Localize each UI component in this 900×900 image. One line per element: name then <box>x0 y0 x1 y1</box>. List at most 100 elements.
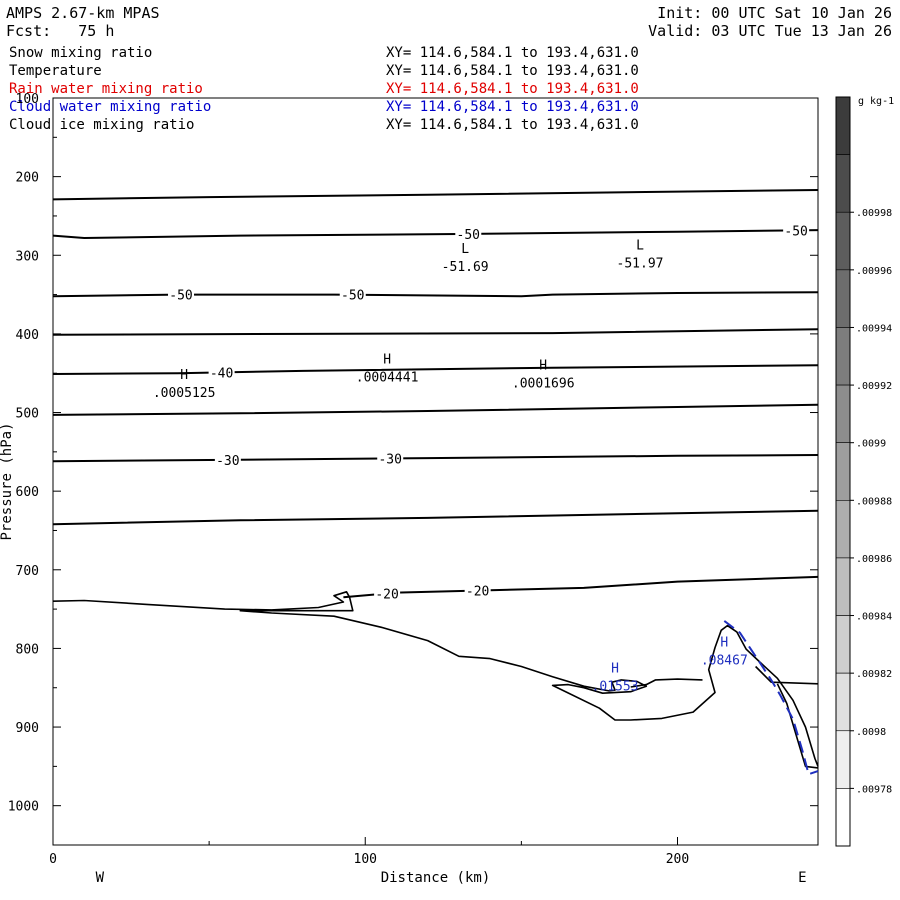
extremum-letter: H <box>383 352 391 367</box>
contour-label: -20 <box>466 585 489 600</box>
colorbar-tick-label: .00996 <box>856 266 892 277</box>
mixing-ratio-contour <box>630 678 703 688</box>
colorbar-band <box>835 327 851 386</box>
extremum-value: .08467 <box>701 653 748 668</box>
contour-label-bg <box>214 451 241 468</box>
y-tick-label: 800 <box>16 642 39 657</box>
temperature-contour <box>52 328 819 336</box>
contour-label-bg <box>208 364 235 381</box>
contour-label: -50 <box>169 289 192 304</box>
y-tick-label: 500 <box>16 407 39 422</box>
colorbar-tick-label: .00992 <box>856 381 892 392</box>
colorbar-tick-label: .00984 <box>856 612 892 623</box>
temperature-contour <box>343 575 819 599</box>
contour-label-bg <box>374 585 401 602</box>
extremum-letter: H <box>539 359 547 374</box>
contour-label-bg <box>339 286 366 303</box>
colorbar-band <box>835 788 851 847</box>
extremum-value: -51.69 <box>442 260 489 275</box>
field-name: Temperature <box>9 63 102 79</box>
init-time: Init: 00 UTC Sat 10 Jan 26 <box>657 4 892 22</box>
mixing-ratio-contour <box>52 591 819 767</box>
contour-label-bg <box>168 286 195 303</box>
cloud-water-contour <box>723 620 819 776</box>
colorbar-band <box>835 442 851 501</box>
west-label: W <box>96 870 105 886</box>
temperature-contour <box>52 509 819 526</box>
contour-label: -50 <box>341 289 364 304</box>
contour-label-bg <box>783 222 810 239</box>
contour-label: -50 <box>784 224 807 239</box>
colorbar-band <box>835 384 851 443</box>
colorbar-band <box>835 154 851 213</box>
extremum-value: .0001696 <box>512 377 575 392</box>
extremum-letter: H <box>720 635 728 650</box>
plot-frame <box>52 97 819 846</box>
colorbar-band <box>835 96 851 155</box>
field-xy-range: XY= 114.6,584.1 to 193.4,631.0 <box>386 63 639 79</box>
colorbar-band <box>835 730 851 789</box>
colorbar-band <box>835 615 851 674</box>
colorbar-band <box>835 211 851 271</box>
colorbar-tick-label: .0099 <box>856 439 886 450</box>
east-label: E <box>798 870 806 886</box>
colorbar-band <box>835 557 851 616</box>
colorbar-band <box>835 672 851 732</box>
contour-label-bg <box>455 225 482 242</box>
extremum-letter: L <box>461 242 469 257</box>
extremum-value: .0005125 <box>153 386 216 401</box>
contour-label-bg <box>464 582 491 599</box>
extremum-value: .0004441 <box>356 370 419 385</box>
colorbar-band <box>835 500 851 559</box>
extremum-letter: H <box>611 661 619 676</box>
contour-label: -30 <box>378 452 401 467</box>
colorbar-tick-label: .00988 <box>856 496 892 507</box>
field-xy-range: XY= 114.6,584.1 to 193.4,631.0 <box>386 99 639 115</box>
y-tick-label: 1000 <box>8 800 39 815</box>
temperature-contour <box>52 403 819 416</box>
field-xy-range: XY= 114.6,584.1 to 193.4,631.0 <box>386 45 639 61</box>
y-tick-label: 100 <box>16 92 39 107</box>
field-name: Cloud water mixing ratio <box>9 99 212 115</box>
temperature-contour <box>52 229 819 240</box>
field-xy-range: XY= 114.6,584.1 to 193.4,631.0 <box>386 81 639 97</box>
colorbar-tick-label: .0098 <box>856 727 886 738</box>
colorbar-tick-label: .00982 <box>856 669 892 680</box>
colorbar-band <box>835 269 851 328</box>
model-title: AMPS 2.67-km MPAS <box>6 4 160 22</box>
colorbar-tick-label: .00994 <box>856 323 892 334</box>
colorbar-unit: g kg-1 <box>858 96 894 107</box>
field-name: Rain water mixing ratio <box>9 81 203 97</box>
y-tick-label: 900 <box>16 721 39 736</box>
contour-label: -50 <box>457 228 480 243</box>
colorbar-tick-label: .00978 <box>856 784 892 795</box>
y-tick-label: 300 <box>16 249 39 264</box>
x-tick-label: 0 <box>49 852 57 867</box>
y-tick-label: 200 <box>16 171 39 186</box>
field-name: Snow mixing ratio <box>9 45 153 61</box>
y-tick-label: 600 <box>16 485 39 500</box>
x-axis-label: Distance (km) <box>381 870 491 886</box>
temperature-contour <box>52 189 819 201</box>
contour-label: -20 <box>375 587 398 602</box>
extremum-letter: L <box>636 238 644 253</box>
contour-label: -30 <box>216 454 239 469</box>
y-tick-label: 700 <box>16 564 39 579</box>
temperature-contour <box>52 364 819 375</box>
x-tick-label: 100 <box>354 852 377 867</box>
forecast-hour: Fcst: 75 h <box>6 22 115 40</box>
extremum-letter: H <box>180 368 188 383</box>
mixing-ratio-contour <box>755 665 819 685</box>
colorbar-tick-label: .00986 <box>856 554 892 565</box>
valid-time: Valid: 03 UTC Tue 13 Jan 26 <box>648 22 892 40</box>
colorbar-frame <box>835 96 851 847</box>
extremum-value: -51.97 <box>617 256 664 271</box>
field-name: Cloud ice mixing ratio <box>9 117 195 133</box>
contour-label: -40 <box>210 366 233 381</box>
contour-label-bg <box>377 450 404 467</box>
temperature-contour <box>52 454 819 463</box>
y-tick-label: 400 <box>16 328 39 343</box>
field-xy-range: XY= 114.6,584.1 to 193.4,631.0 <box>386 117 639 133</box>
y-axis-label: Pressure (hPa) <box>0 422 15 540</box>
